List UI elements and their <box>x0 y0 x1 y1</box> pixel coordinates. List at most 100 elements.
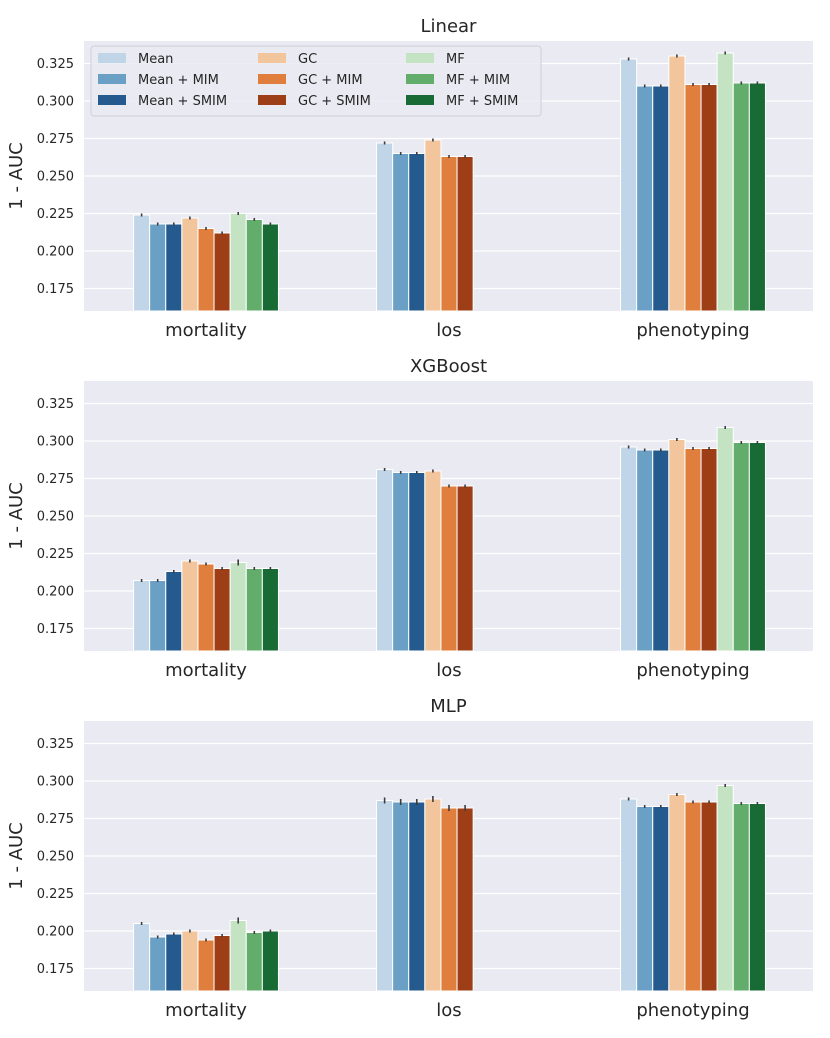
legend: Mean Mean + MIM Mean + SMIM GC GC + MIM GC + … <box>90 45 542 117</box>
x-tick-label: los <box>436 1000 461 1021</box>
y-tick-label: 0.200 <box>37 585 74 600</box>
bar <box>668 439 686 652</box>
bar <box>197 939 215 992</box>
subplot-mlp: 0.175 0.200 0.225 0.250 0.275 0.300 0.325 MLP 1 … <box>6 696 813 1021</box>
bar <box>181 930 199 992</box>
panel-title: Linear <box>421 16 478 37</box>
panel-title: XGBoost <box>410 356 487 377</box>
bar <box>408 472 426 652</box>
bar <box>716 52 734 312</box>
bar <box>376 142 394 312</box>
x-tick-label: mortality <box>165 320 247 341</box>
bar <box>149 936 167 992</box>
bar <box>684 448 702 652</box>
bar <box>456 485 474 652</box>
x-tick-label: phenotyping <box>636 1000 749 1021</box>
bar <box>716 785 734 992</box>
y-tick-label: 0.325 <box>37 737 74 752</box>
bar <box>133 923 151 992</box>
x-tick-label: mortality <box>165 1000 247 1021</box>
legend-swatch <box>98 53 126 63</box>
bar <box>245 219 263 312</box>
bar <box>165 223 183 312</box>
bar <box>620 446 638 652</box>
bar <box>165 933 183 992</box>
bar <box>620 798 638 992</box>
y-tick-label: 0.300 <box>37 435 74 450</box>
legend-swatch <box>258 74 286 84</box>
x-tick-label: mortality <box>165 660 247 681</box>
bar <box>424 470 442 652</box>
bar <box>456 807 474 992</box>
bar <box>133 580 151 652</box>
bar <box>392 153 410 312</box>
x-tick-label: los <box>436 660 461 681</box>
bar <box>684 84 702 312</box>
y-tick-label: 0.225 <box>37 887 74 902</box>
bar <box>700 448 718 652</box>
bar <box>684 801 702 992</box>
legend-swatch <box>406 74 434 84</box>
bar <box>732 803 750 992</box>
bar <box>197 228 215 312</box>
y-tick-label: 0.175 <box>37 282 74 297</box>
y-axis-label: 1 - AUC <box>6 822 27 889</box>
bar <box>636 449 654 652</box>
bar <box>149 223 167 312</box>
y-tick-label: 0.300 <box>37 95 74 110</box>
bar <box>133 214 151 312</box>
bar <box>424 798 442 992</box>
bar <box>376 800 394 992</box>
legend-label: Mean + MIM <box>138 73 219 88</box>
bar <box>456 156 474 312</box>
bar <box>440 156 458 312</box>
bar <box>700 801 718 992</box>
legend-swatch <box>98 74 126 84</box>
bar <box>181 217 199 312</box>
bar <box>408 801 426 992</box>
bar <box>652 806 670 992</box>
bar <box>261 568 279 652</box>
bar <box>261 223 279 312</box>
legend-label: MF + MIM <box>446 73 510 88</box>
panel-title: MLP <box>430 696 467 717</box>
bar <box>213 935 231 992</box>
bar <box>149 580 167 652</box>
bar <box>165 571 183 652</box>
legend-label: MF + SMIM <box>446 94 518 109</box>
y-tick-label: 0.325 <box>37 57 74 72</box>
legend-label: GC + MIM <box>298 73 363 88</box>
bar <box>620 58 638 312</box>
legend-label: Mean <box>138 52 173 67</box>
legend-label: GC <box>298 52 317 67</box>
y-axis-label: 1 - AUC <box>6 482 27 549</box>
bar <box>197 563 215 652</box>
bar <box>181 560 199 652</box>
bar <box>245 932 263 992</box>
bar <box>652 449 670 652</box>
legend-label: MF <box>446 52 465 67</box>
bar <box>732 442 750 652</box>
y-tick-label: 0.175 <box>37 962 74 977</box>
bar <box>229 213 247 312</box>
bar <box>748 803 766 992</box>
bar <box>245 568 263 652</box>
bar <box>408 153 426 312</box>
bar <box>229 562 247 652</box>
y-tick-label: 0.250 <box>37 510 74 525</box>
x-tick-label: los <box>436 320 461 341</box>
bar <box>652 85 670 312</box>
legend-swatch <box>98 95 126 105</box>
y-tick-label: 0.325 <box>37 397 74 412</box>
x-tick-label: phenotyping <box>636 660 749 681</box>
y-tick-label: 0.250 <box>37 850 74 865</box>
y-tick-label: 0.225 <box>37 207 74 222</box>
x-tick-label: phenotyping <box>636 320 749 341</box>
y-tick-label: 0.275 <box>37 132 74 147</box>
legend-swatch <box>258 53 286 63</box>
legend-label: Mean + SMIM <box>138 94 227 109</box>
bar <box>213 568 231 652</box>
y-tick-label: 0.175 <box>37 622 74 637</box>
y-axis-label: 1 - AUC <box>6 142 27 209</box>
